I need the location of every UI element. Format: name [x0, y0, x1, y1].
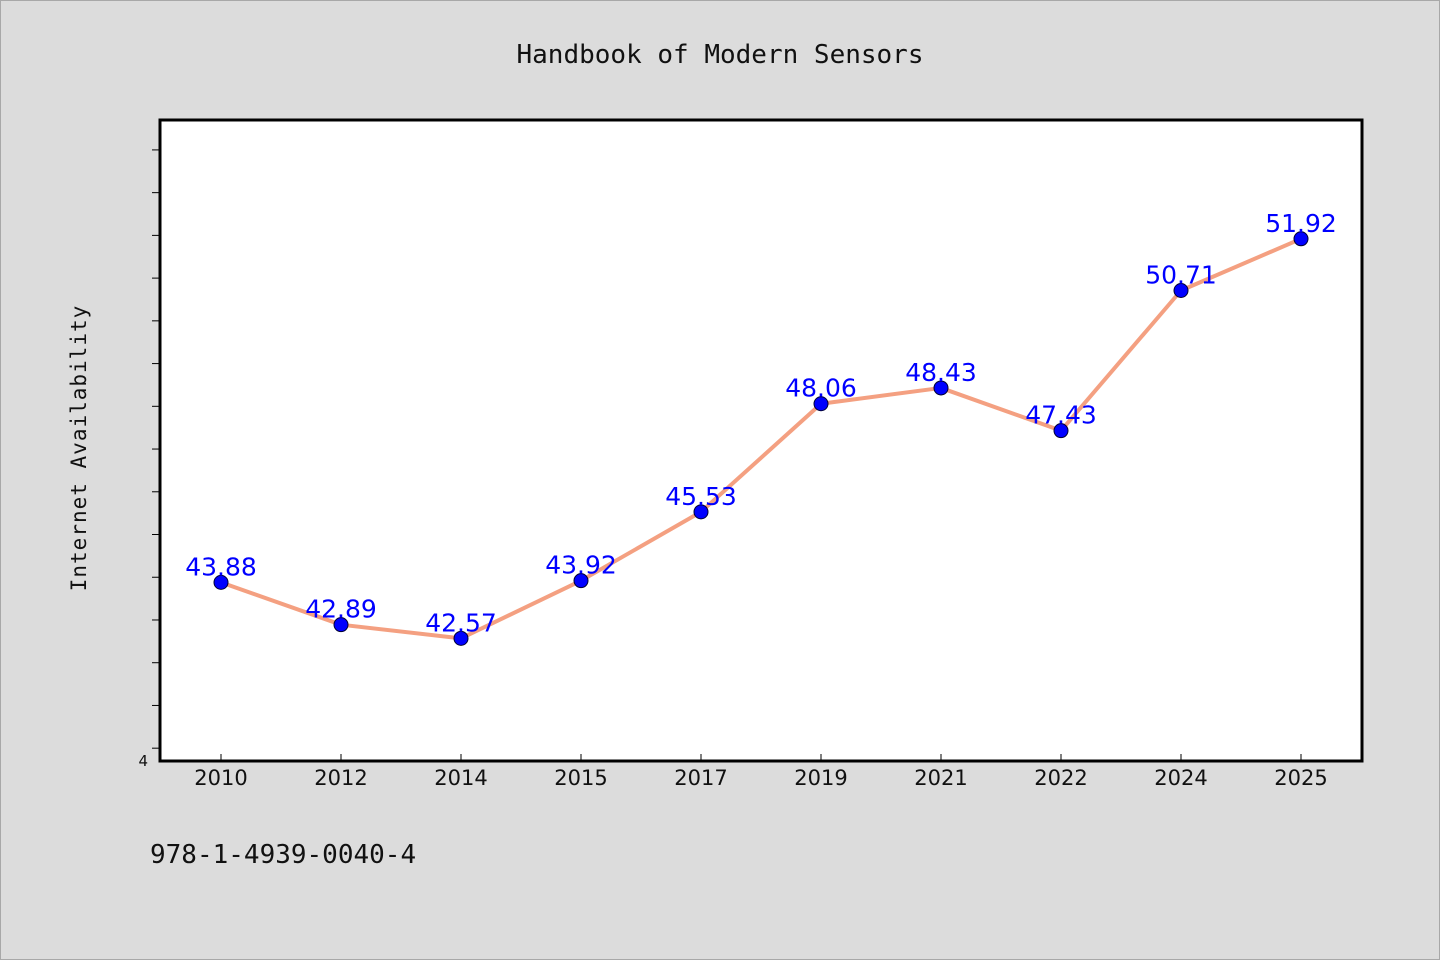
data-label: 51.92	[1265, 209, 1337, 238]
data-label: 47.43	[1025, 401, 1097, 430]
x-axis-ticks: 2010 2012 2014 2015 2017 2019 2021 2022 2024 2025	[194, 754, 1328, 790]
data-point	[333, 617, 349, 633]
x-tick-label: 2022	[1034, 766, 1087, 790]
data-label: 42.57	[425, 608, 497, 637]
series-line	[219, 236, 1303, 641]
data-label: 43.92	[545, 551, 617, 580]
data-label: 48.06	[785, 374, 857, 403]
data-point	[1173, 283, 1189, 299]
y-axis-ticks: 4	[138, 149, 160, 770]
data-point	[813, 396, 829, 412]
series-layer: 43.88 42.89 42.57 43.92 45.53 48.06 48.43 47.43…	[185, 209, 1337, 646]
data-point	[573, 573, 589, 589]
data-point	[453, 630, 469, 646]
data-point	[693, 504, 709, 520]
x-tick-label: 2014	[434, 766, 487, 790]
data-point	[933, 380, 949, 396]
y-axis-label: Internet Availability	[67, 305, 91, 592]
x-tick-label: 2015	[554, 766, 607, 790]
x-tick-label: 2017	[674, 766, 727, 790]
x-tick-label: 2019	[794, 766, 847, 790]
data-label: 48.43	[905, 358, 977, 387]
isbn-footer-text: 978-1-4939-0040-4	[150, 840, 416, 870]
plot-area	[158, 118, 1364, 763]
x-tick-label: 2025	[1274, 766, 1327, 790]
x-tick-label: 2010	[194, 766, 247, 790]
data-label: 42.89	[305, 595, 377, 624]
data-label: 50.71	[1145, 261, 1217, 290]
x-tick-label: 2021	[914, 766, 967, 790]
x-tick-label: 2024	[1154, 766, 1207, 790]
data-point	[1053, 423, 1069, 439]
x-tick-label: 2012	[314, 766, 367, 790]
data-point	[1293, 231, 1309, 247]
chart-title: Handbook of Modern Sensors	[517, 40, 924, 70]
data-label: 43.88	[185, 552, 257, 581]
data-label: 45.53	[665, 482, 737, 511]
data-point	[213, 574, 229, 590]
y-tick-label: 4	[138, 752, 148, 770]
